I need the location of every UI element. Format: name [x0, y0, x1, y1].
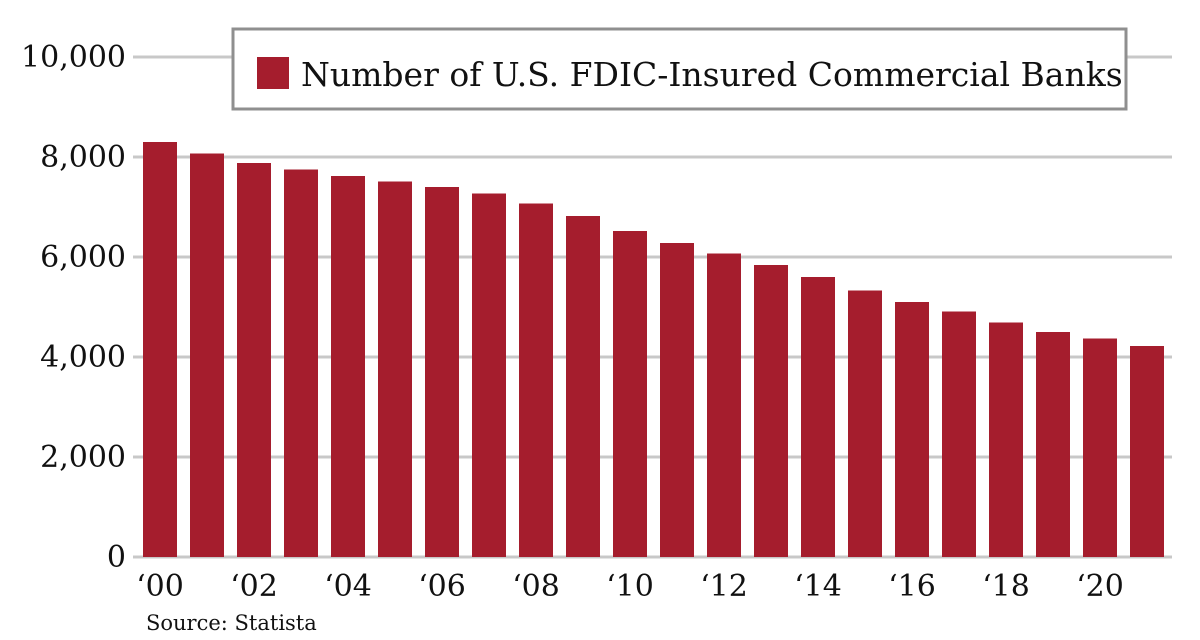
bar: [143, 142, 177, 557]
y-tick-label: 10,000: [21, 40, 126, 75]
bar: [284, 169, 318, 557]
bar: [660, 243, 694, 557]
bar: [237, 163, 271, 557]
y-tick-label: 0: [107, 540, 126, 575]
x-tick-label: ‘20: [1076, 569, 1124, 604]
bar: [519, 203, 553, 557]
x-tick-label: ‘16: [888, 569, 936, 604]
x-tick-label: ‘04: [324, 569, 372, 604]
y-axis: 0 2,000 4,000 6,000 8,000 10,000: [21, 40, 126, 575]
x-tick-label: ‘14: [794, 569, 842, 604]
bar: [989, 322, 1023, 557]
bar: [707, 253, 741, 557]
x-tick-label: ‘08: [512, 569, 560, 604]
bar: [472, 193, 506, 557]
x-tick-label: ‘00: [136, 569, 184, 604]
bar: [942, 311, 976, 557]
y-tick-label: 6,000: [40, 240, 126, 275]
legend-box: [231, 27, 1128, 111]
bar: [190, 153, 224, 557]
y-tick-label: 8,000: [40, 140, 126, 175]
bar: [331, 176, 365, 557]
bar: [895, 302, 929, 557]
bars: [143, 142, 1164, 557]
bar: [613, 231, 647, 557]
x-tick-label: ‘02: [230, 569, 278, 604]
bar: [848, 290, 882, 557]
bar: [1036, 332, 1070, 557]
legend-swatch: [257, 57, 289, 89]
bar: [425, 187, 459, 557]
y-tick-label: 2,000: [40, 440, 126, 475]
bar: [378, 181, 412, 557]
bar: [754, 265, 788, 557]
source-note: Source: Statista: [146, 611, 317, 635]
x-tick-label: ‘10: [606, 569, 654, 604]
x-tick-label: ‘12: [700, 569, 748, 604]
bar: [566, 216, 600, 557]
legend: Number of U.S. FDIC-Insured Commercial B…: [231, 27, 1128, 111]
y-tick-label: 4,000: [40, 340, 126, 375]
x-tick-label: ‘06: [418, 569, 466, 604]
x-tick-label: ‘18: [982, 569, 1030, 604]
bar: [801, 277, 835, 557]
bar: [1130, 346, 1164, 557]
bar: [1083, 338, 1117, 557]
legend-label: Number of U.S. FDIC-Insured Commercial B…: [301, 55, 1123, 94]
x-axis: ‘00 ‘02 ‘04 ‘06 ‘08 ‘10 ‘12 ‘14 ‘16 ‘18 ‘20: [136, 569, 1124, 604]
